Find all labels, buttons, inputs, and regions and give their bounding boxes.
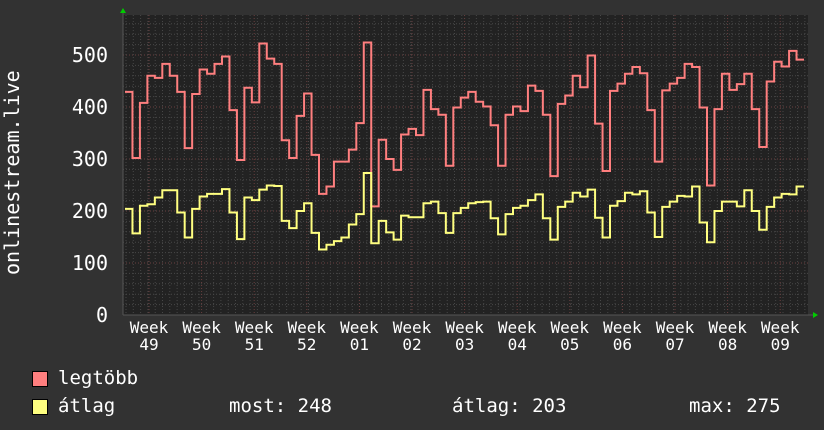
x-tick-label-part: Week bbox=[551, 318, 590, 337]
legend-swatch-max bbox=[32, 371, 48, 387]
x-tick-label-part: Week bbox=[656, 318, 695, 337]
x-tick-label-part: Week bbox=[288, 318, 327, 337]
y-tick-label: 100 bbox=[72, 251, 108, 275]
legend-swatch-avg bbox=[32, 399, 48, 415]
x-tick-label-part: Week bbox=[603, 318, 642, 337]
x-tick-label-part: Week bbox=[130, 318, 169, 337]
x-tick-label-part: 02 bbox=[402, 335, 421, 354]
x-tick-label-part: 05 bbox=[560, 335, 579, 354]
x-tick-label-part: Week bbox=[761, 318, 800, 337]
plot-area bbox=[123, 15, 808, 315]
y-axis-arrow bbox=[120, 8, 126, 13]
x-tick-label-part: 01 bbox=[350, 335, 369, 354]
y-tick-label: 0 bbox=[96, 303, 108, 327]
series-line-max bbox=[125, 41, 804, 208]
x-tick-label-part: 09 bbox=[771, 335, 790, 354]
x-axis-arrow bbox=[813, 312, 818, 318]
stat-max: max: 275 bbox=[689, 395, 781, 417]
x-tick-label-part: 52 bbox=[297, 335, 316, 354]
x-tick-label: Week 03 bbox=[445, 318, 484, 354]
x-tick-label-part: Week bbox=[182, 318, 221, 337]
legend-label-max: legtöbb bbox=[58, 367, 139, 389]
y-tick-label: 400 bbox=[72, 95, 108, 119]
x-tick-label-part: Week bbox=[393, 318, 432, 337]
x-tick-label: Week 02 bbox=[393, 318, 432, 354]
stat-average: átlag: 203 bbox=[452, 395, 567, 417]
x-tick-label-part: 51 bbox=[245, 335, 264, 354]
x-tick-label: Week 50 bbox=[182, 318, 221, 354]
x-tick-label-part: Week bbox=[340, 318, 379, 337]
x-tick-label-part: 04 bbox=[508, 335, 527, 354]
x-tick-label: Week 49 bbox=[130, 318, 169, 354]
x-tick-label-part: 50 bbox=[192, 335, 211, 354]
x-tick-label-part: 03 bbox=[455, 335, 474, 354]
x-tick-label-part: 07 bbox=[665, 335, 684, 354]
y-tick-label: 300 bbox=[72, 147, 108, 171]
stat-now: most: 248 bbox=[229, 395, 332, 417]
x-tick-label-part: Week bbox=[708, 318, 747, 337]
x-tick-label-part: Week bbox=[445, 318, 484, 337]
x-tick-label: Week 06 bbox=[603, 318, 642, 354]
x-tick-label-part: 08 bbox=[718, 335, 737, 354]
series-line-avg bbox=[125, 172, 804, 251]
x-tick-label: Week 09 bbox=[761, 318, 800, 354]
x-tick-label: Week 04 bbox=[498, 318, 537, 354]
x-tick-label-part: 06 bbox=[613, 335, 632, 354]
x-tick-label: Week 07 bbox=[656, 318, 695, 354]
y-axis-label: onlinestream.live bbox=[0, 70, 24, 275]
x-tick-label: Week 51 bbox=[235, 318, 274, 354]
x-tick-label: Week 05 bbox=[551, 318, 590, 354]
x-tick-label-part: 49 bbox=[139, 335, 158, 354]
x-tick-label-part: Week bbox=[498, 318, 537, 337]
x-tick-label: Week 01 bbox=[340, 318, 379, 354]
y-tick-label: 200 bbox=[72, 199, 108, 223]
x-tick-label: Week 52 bbox=[288, 318, 327, 354]
x-tick-label-part: Week bbox=[235, 318, 274, 337]
x-tick-label: Week 08 bbox=[708, 318, 747, 354]
legend-label-avg: átlag bbox=[58, 395, 116, 417]
y-tick-label: 500 bbox=[72, 43, 108, 67]
